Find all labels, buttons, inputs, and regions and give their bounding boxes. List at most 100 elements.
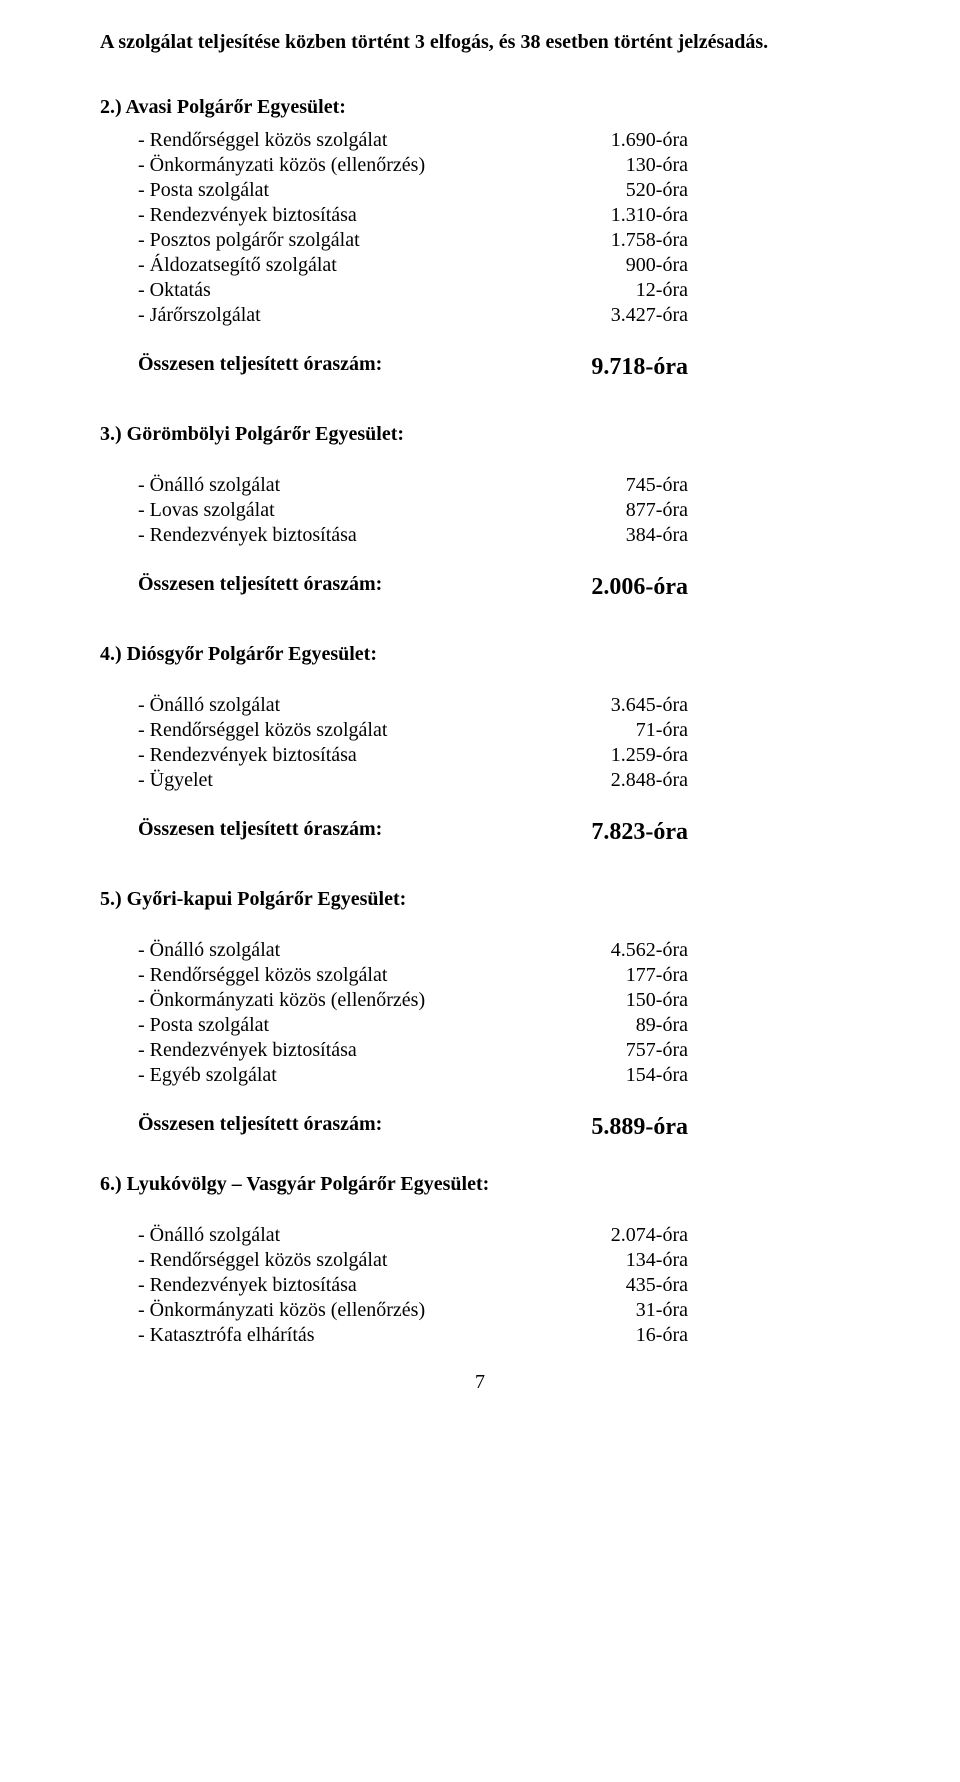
list-item: - Önálló szolgálat745-óra — [138, 473, 860, 498]
intro-text: A szolgálat teljesítése közben történt 3… — [100, 30, 860, 55]
page-number: 7 — [100, 1370, 860, 1395]
total-label: Összesen teljesített óraszám: — [138, 817, 508, 847]
item-value: 177-óra — [538, 963, 688, 988]
item-value: 71-óra — [538, 718, 688, 743]
list-item: - Ügyelet2.848-óra — [138, 768, 860, 793]
item-label: - Posta szolgálat — [138, 1013, 538, 1038]
item-value: 2.848-óra — [538, 768, 688, 793]
item-value: 12-óra — [538, 278, 688, 303]
section-4: 4.) Diósgyőr Polgárőr Egyesület: - Önáll… — [100, 642, 860, 847]
list-item: - Lovas szolgálat877-óra — [138, 498, 860, 523]
list-item: - Rendőrséggel közös szolgálat134-óra — [138, 1248, 860, 1273]
item-label: - Ügyelet — [138, 768, 538, 793]
item-label: - Önálló szolgálat — [138, 1223, 538, 1248]
list-item: - Önálló szolgálat3.645-óra — [138, 693, 860, 718]
total-label: Összesen teljesített óraszám: — [138, 1112, 508, 1142]
section-6-items: - Önálló szolgálat2.074-óra - Rendőrségg… — [138, 1223, 860, 1348]
item-label: - Rendőrséggel közös szolgálat — [138, 963, 538, 988]
item-label: - Rendezvények biztosítása — [138, 523, 538, 548]
item-label: - Lovas szolgálat — [138, 498, 538, 523]
item-value: 2.074-óra — [538, 1223, 688, 1248]
list-item: - Önálló szolgálat4.562-óra — [138, 938, 860, 963]
section-3-heading: 3.) Görömbölyi Polgárőr Egyesület: — [100, 422, 860, 447]
item-label: - Járőrszolgálat — [138, 303, 538, 328]
list-item: - Rendezvények biztosítása384-óra — [138, 523, 860, 548]
item-value: 154-óra — [538, 1063, 688, 1088]
item-value: 3.645-óra — [538, 693, 688, 718]
item-value: 520-óra — [538, 178, 688, 203]
item-value: 31-óra — [538, 1298, 688, 1323]
item-value: 16-óra — [538, 1323, 688, 1348]
list-item: - Önkormányzati közös (ellenőrzés)31-óra — [138, 1298, 860, 1323]
section-4-heading: 4.) Diósgyőr Polgárőr Egyesület: — [100, 642, 860, 667]
item-value: 150-óra — [538, 988, 688, 1013]
list-item: - Posztos polgárőr szolgálat1.758-óra — [138, 228, 860, 253]
list-item: - Önkormányzati közös (ellenőrzés)130-ór… — [138, 153, 860, 178]
item-value: 1.758-óra — [538, 228, 688, 253]
list-item: - Rendőrséggel közös szolgálat177-óra — [138, 963, 860, 988]
section-3-total: Összesen teljesített óraszám: 2.006-óra — [138, 572, 860, 602]
total-value: 2.006-óra — [508, 572, 688, 602]
item-label: - Katasztrófa elhárítás — [138, 1323, 538, 1348]
section-6: 6.) Lyukóvölgy – Vasgyár Polgárőr Egyesü… — [100, 1172, 860, 1348]
item-label: - Oktatás — [138, 278, 538, 303]
item-label: - Rendezvények biztosítása — [138, 743, 538, 768]
item-label: - Rendőrséggel közös szolgálat — [138, 718, 538, 743]
item-label: - Önkormányzati közös (ellenőrzés) — [138, 153, 538, 178]
item-value: 4.562-óra — [538, 938, 688, 963]
item-label: - Posta szolgálat — [138, 178, 538, 203]
item-label: - Egyéb szolgálat — [138, 1063, 538, 1088]
item-label: - Önálló szolgálat — [138, 693, 538, 718]
item-value: 384-óra — [538, 523, 688, 548]
item-value: 877-óra — [538, 498, 688, 523]
list-item: - Posta szolgálat520-óra — [138, 178, 860, 203]
item-value: 3.427-óra — [538, 303, 688, 328]
list-item: - Rendezvények biztosítása435-óra — [138, 1273, 860, 1298]
item-value: 757-óra — [538, 1038, 688, 1063]
item-value: 1.259-óra — [538, 743, 688, 768]
section-6-heading: 6.) Lyukóvölgy – Vasgyár Polgárőr Egyesü… — [100, 1172, 860, 1197]
item-label: - Áldozatsegítő szolgálat — [138, 253, 538, 278]
item-value: 134-óra — [538, 1248, 688, 1273]
list-item: - Posta szolgálat89-óra — [138, 1013, 860, 1038]
section-2: 2.) Avasi Polgárőr Egyesület: - Rendőrsé… — [100, 95, 860, 382]
item-value: 745-óra — [538, 473, 688, 498]
item-label: - Önálló szolgálat — [138, 938, 538, 963]
section-5-heading: 5.) Győri-kapui Polgárőr Egyesület: — [100, 887, 860, 912]
list-item: - Rendezvények biztosítása757-óra — [138, 1038, 860, 1063]
section-2-total: Összesen teljesített óraszám: 9.718-óra — [138, 352, 860, 382]
list-item: - Rendezvények biztosítása1.310-óra — [138, 203, 860, 228]
section-5: 5.) Győri-kapui Polgárőr Egyesület: - Ön… — [100, 887, 860, 1142]
section-3-items: - Önálló szolgálat745-óra - Lovas szolgá… — [138, 473, 860, 548]
list-item: - Járőrszolgálat3.427-óra — [138, 303, 860, 328]
item-label: - Rendőrséggel közös szolgálat — [138, 128, 538, 153]
item-label: - Rendezvények biztosítása — [138, 203, 538, 228]
item-value: 1.690-óra — [538, 128, 688, 153]
section-5-items: - Önálló szolgálat4.562-óra - Rendőrségg… — [138, 938, 860, 1088]
list-item: - Oktatás12-óra — [138, 278, 860, 303]
item-label: - Önálló szolgálat — [138, 473, 538, 498]
item-value: 89-óra — [538, 1013, 688, 1038]
item-label: - Rendezvények biztosítása — [138, 1038, 538, 1063]
section-2-items: - Rendőrséggel közös szolgálat1.690-óra … — [138, 128, 860, 328]
list-item: - Egyéb szolgálat154-óra — [138, 1063, 860, 1088]
item-value: 130-óra — [538, 153, 688, 178]
list-item: - Rendőrséggel közös szolgálat1.690-óra — [138, 128, 860, 153]
item-label: - Önkormányzati közös (ellenőrzés) — [138, 988, 538, 1013]
section-3: 3.) Görömbölyi Polgárőr Egyesület: - Öná… — [100, 422, 860, 602]
section-4-total: Összesen teljesített óraszám: 7.823-óra — [138, 817, 860, 847]
section-4-items: - Önálló szolgálat3.645-óra - Rendőrségg… — [138, 693, 860, 793]
list-item: - Katasztrófa elhárítás16-óra — [138, 1323, 860, 1348]
total-label: Összesen teljesített óraszám: — [138, 572, 508, 602]
total-value: 9.718-óra — [508, 352, 688, 382]
section-5-total: Összesen teljesített óraszám: 5.889-óra — [138, 1112, 860, 1142]
list-item: - Áldozatsegítő szolgálat900-óra — [138, 253, 860, 278]
section-2-heading: 2.) Avasi Polgárőr Egyesület: — [100, 95, 860, 120]
list-item: - Önkormányzati közös (ellenőrzés)150-ór… — [138, 988, 860, 1013]
item-label: - Rendőrséggel közös szolgálat — [138, 1248, 538, 1273]
list-item: - Önálló szolgálat2.074-óra — [138, 1223, 860, 1248]
item-label: - Posztos polgárőr szolgálat — [138, 228, 538, 253]
item-label: - Önkormányzati közös (ellenőrzés) — [138, 1298, 538, 1323]
list-item: - Rendezvények biztosítása1.259-óra — [138, 743, 860, 768]
total-label: Összesen teljesített óraszám: — [138, 352, 508, 382]
